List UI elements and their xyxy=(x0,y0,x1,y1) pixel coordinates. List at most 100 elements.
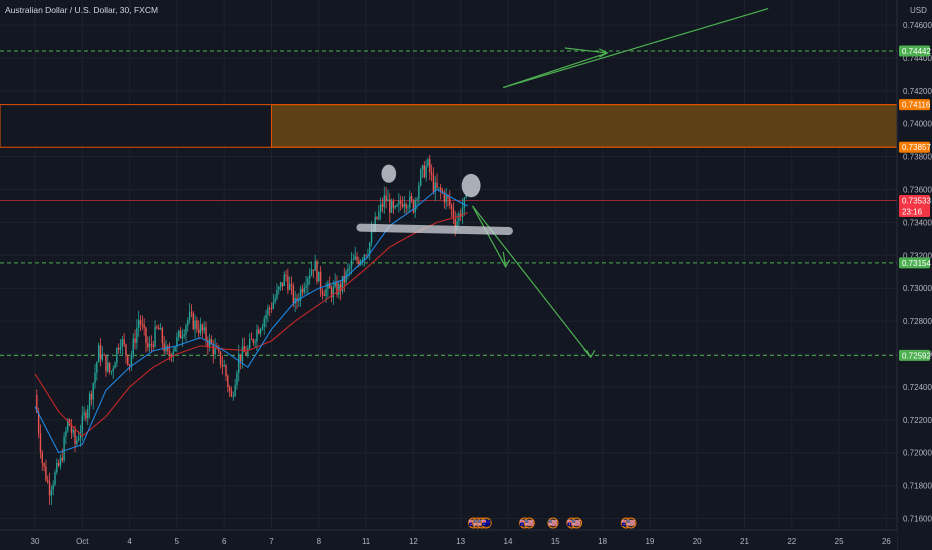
candle-body xyxy=(167,346,169,352)
candle-body xyxy=(37,412,40,434)
candle-body xyxy=(198,329,200,334)
event-badge[interactable] xyxy=(547,517,559,529)
candle-body xyxy=(336,282,338,295)
candle-body xyxy=(50,489,53,496)
time-axis-bg xyxy=(0,530,897,550)
price-tick-label: 0.73800 xyxy=(903,153,932,162)
candle-body xyxy=(272,302,275,309)
event-badge[interactable] xyxy=(480,517,492,529)
candle-body xyxy=(367,254,369,256)
candle-body xyxy=(245,352,247,356)
event-badge[interactable] xyxy=(571,517,583,529)
chart-grid xyxy=(0,0,897,530)
candle-body xyxy=(63,436,65,461)
candle-body xyxy=(112,368,114,372)
candle-body xyxy=(77,438,80,441)
candle-body xyxy=(134,338,136,343)
time-tick-label: 18 xyxy=(598,537,607,546)
candle-body xyxy=(143,324,145,328)
candle-body xyxy=(47,480,49,483)
candle-body xyxy=(456,221,458,227)
zone-tag: 0.73857 xyxy=(902,143,931,152)
event-badges[interactable]: 🇦🇺🇺🇸🇺🇸🇦🇺🇦🇺🇺🇸🇺🇸🇦🇺🇺🇸🇦🇺🇺🇸 xyxy=(467,517,637,529)
candle-body xyxy=(319,271,322,291)
candle-body xyxy=(87,408,89,419)
candle-body xyxy=(301,288,304,293)
candle-body xyxy=(349,267,351,269)
candle-body xyxy=(192,313,194,330)
candle-body xyxy=(223,365,225,367)
time-tick-label: 12 xyxy=(409,537,418,546)
neckline-marker[interactable] xyxy=(356,223,513,235)
candle-body xyxy=(321,290,324,295)
trend-arrow[interactable] xyxy=(503,7,769,89)
candle-body xyxy=(148,343,151,348)
candle-body xyxy=(128,364,131,366)
price-axis-bg xyxy=(897,0,932,550)
zone-fill-rect[interactable] xyxy=(271,104,898,148)
candle-body xyxy=(83,412,85,416)
candle-body xyxy=(363,254,365,260)
candle-body xyxy=(276,290,278,299)
time-tick-label: 8 xyxy=(317,537,322,546)
candle-body xyxy=(290,284,293,286)
currency-label[interactable]: USD xyxy=(910,6,927,15)
candle-body xyxy=(103,354,105,356)
time-tick-label: 5 xyxy=(175,537,180,546)
supply-zone[interactable] xyxy=(0,104,898,148)
candle-body xyxy=(374,216,376,230)
price-tick-label: 0.73200 xyxy=(903,251,932,260)
candle-body xyxy=(81,415,83,433)
candle-body xyxy=(390,201,393,213)
candle-body xyxy=(127,355,129,365)
candle-body xyxy=(181,336,184,339)
candle-body xyxy=(461,207,464,217)
candle-body xyxy=(252,339,255,343)
candle-body xyxy=(159,328,162,330)
candle-body xyxy=(430,172,433,175)
candle-body xyxy=(409,196,411,208)
chart-drawings[interactable] xyxy=(356,7,769,359)
event-badge-label: 🇺🇸 xyxy=(572,519,582,528)
candle-body xyxy=(270,308,273,310)
candle-body xyxy=(183,334,185,337)
candle-body xyxy=(412,200,415,213)
candle-body xyxy=(429,159,431,173)
event-badge[interactable] xyxy=(625,517,637,529)
candle-body xyxy=(274,298,276,303)
candle-body xyxy=(316,261,318,282)
price-axis[interactable]: 0.74600 0.74400 0.74200 0.74000 0.73800 0.736… xyxy=(896,0,932,550)
candle-body xyxy=(99,345,102,360)
candle-body xyxy=(427,159,429,166)
candle-body xyxy=(207,340,209,347)
candle-body xyxy=(279,282,282,287)
candle-body xyxy=(145,327,147,343)
candle-body xyxy=(350,260,353,268)
candle-body xyxy=(403,204,406,207)
time-tick-label: 14 xyxy=(504,537,513,546)
candle-body xyxy=(154,326,156,347)
candle-body xyxy=(94,372,96,384)
horizontal-levels[interactable] xyxy=(0,50,897,356)
trend-arrow[interactable] xyxy=(471,205,507,268)
candle-body xyxy=(65,430,67,437)
candle-body xyxy=(199,324,202,334)
shoulder-marker[interactable] xyxy=(461,173,481,198)
candle-body xyxy=(107,362,109,372)
candle-body xyxy=(56,462,58,473)
candle-body xyxy=(458,213,460,222)
time-axis[interactable]: 30 Oct 4 5 6 7 8 11 12 13 14 15 18 19 20 21 22 25 26 xyxy=(0,529,897,550)
candle-body xyxy=(230,391,233,397)
shoulder-marker[interactable] xyxy=(381,164,397,183)
candle-body xyxy=(401,203,404,207)
candle-body xyxy=(72,430,74,433)
candle-body xyxy=(41,452,43,464)
candle-body xyxy=(254,341,256,343)
event-badge[interactable] xyxy=(523,517,535,529)
level-tag: 0.72592 xyxy=(902,351,931,360)
candle-body xyxy=(178,330,180,337)
candle-body xyxy=(258,329,260,334)
candle-body xyxy=(152,344,154,347)
candle-body xyxy=(310,269,313,276)
